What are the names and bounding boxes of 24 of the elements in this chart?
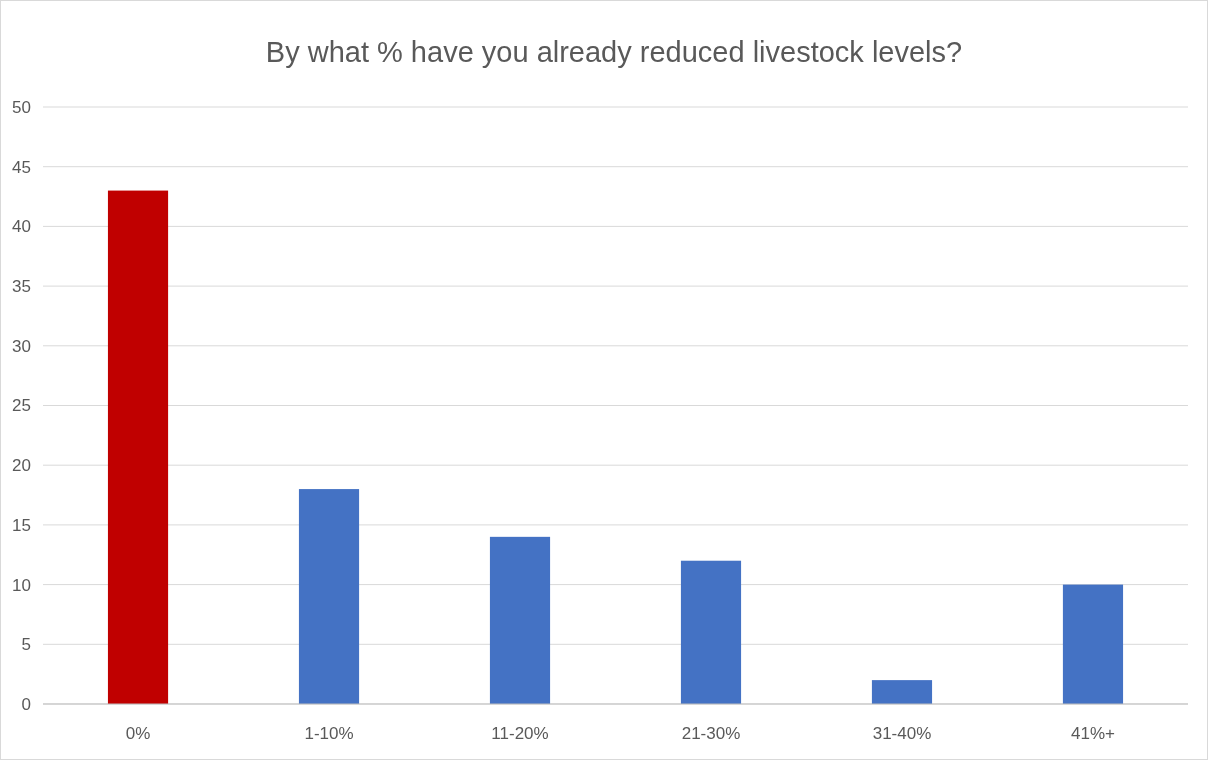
bar bbox=[680, 560, 742, 704]
y-tick-label: 30 bbox=[12, 336, 31, 356]
bar bbox=[489, 536, 551, 704]
y-tick-label: 0 bbox=[21, 694, 31, 714]
y-tick-label: 50 bbox=[12, 97, 31, 117]
bar bbox=[871, 680, 933, 704]
bar bbox=[1062, 584, 1124, 704]
y-tick-label: 45 bbox=[12, 157, 31, 177]
x-tick-label: 21-30% bbox=[681, 724, 741, 743]
y-tick-label: 5 bbox=[21, 635, 31, 655]
x-tick-label: 0% bbox=[125, 724, 151, 743]
chart-title: By what % have you already reduced livestock levels? bbox=[265, 36, 963, 68]
x-tick-label: 41%+ bbox=[1071, 724, 1116, 743]
y-tick-label: 10 bbox=[12, 575, 31, 595]
y-tick-label: 15 bbox=[12, 515, 31, 535]
y-tick-label: 35 bbox=[12, 277, 31, 297]
y-tick-label: 40 bbox=[12, 217, 31, 237]
bar bbox=[107, 190, 169, 704]
x-tick-label: 1-10% bbox=[304, 724, 354, 743]
y-tick-label: 25 bbox=[12, 396, 31, 416]
bar bbox=[298, 489, 360, 704]
y-tick-label: 20 bbox=[12, 456, 31, 476]
x-tick-label: 11-20% bbox=[491, 724, 549, 743]
x-tick-label: 31-40% bbox=[872, 724, 932, 743]
